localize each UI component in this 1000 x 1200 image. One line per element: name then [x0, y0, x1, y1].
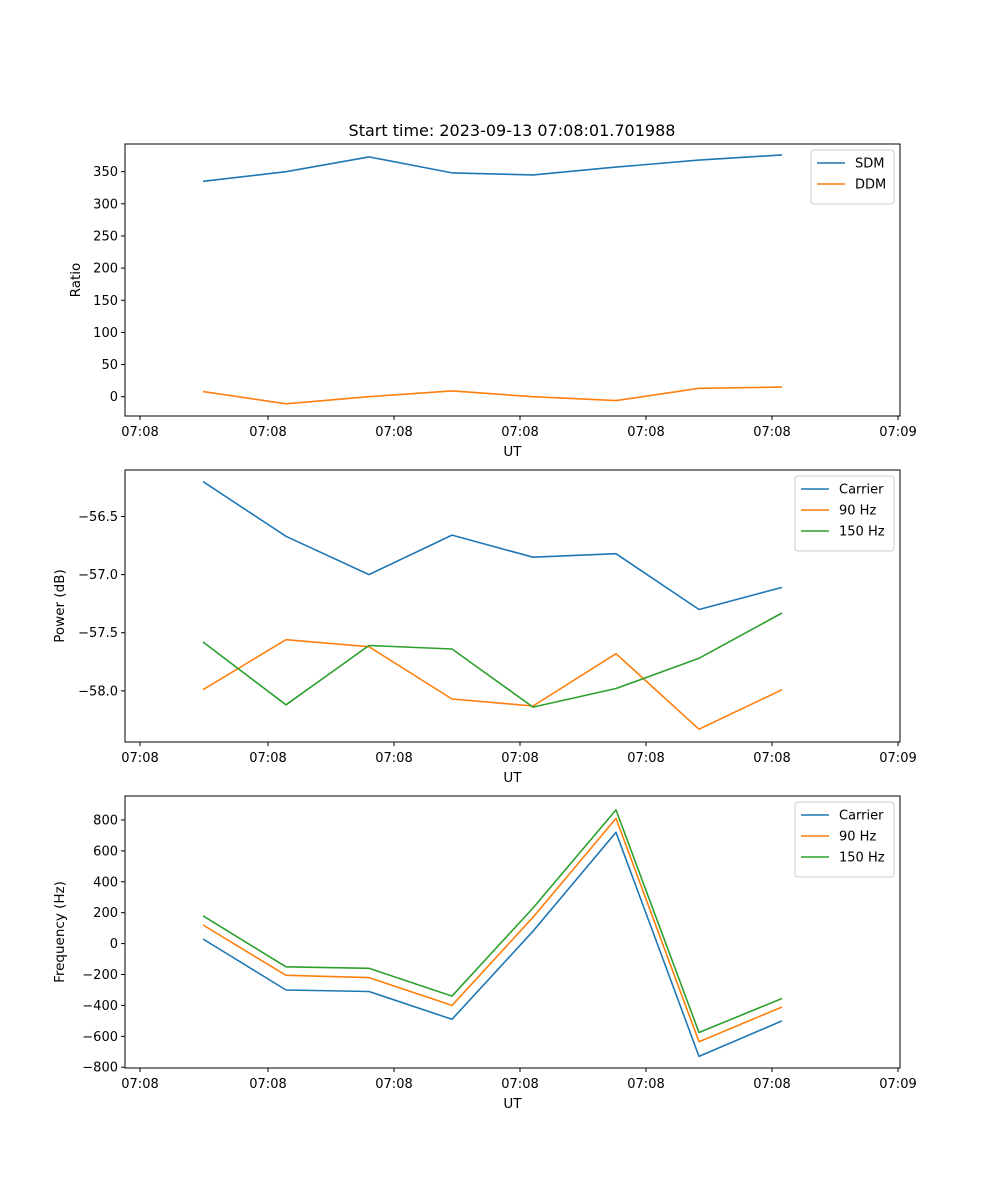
frequency-x-tick-label: 07:08 [121, 1077, 158, 1092]
frequency-panel: 07:08 07:08 07:08 07:08 07:08 07:08 07:09 −800 −… [52, 795, 917, 1112]
power-series-carrier [202, 480, 783, 611]
power-legend-label: 150 Hz [839, 525, 885, 540]
frequency-series-carrier [202, 831, 783, 1058]
ratio-y-tick-label: 150 [93, 294, 118, 309]
ratio-legend: SDM DDM [810, 149, 895, 205]
frequency-y-tick-label: 200 [93, 906, 118, 921]
power-axes-frame [124, 469, 901, 743]
frequency-legend-label: 150 Hz [839, 851, 885, 866]
frequency-y-tick-label: −200 [82, 968, 118, 983]
power-legend-box [794, 475, 895, 552]
ratio-y-tick-label: 200 [93, 262, 118, 277]
power-series-90-hz [202, 638, 783, 731]
ratio-x-tick-label: 07:08 [753, 425, 790, 440]
power-x-tick-label: 07:08 [375, 751, 412, 766]
power-x-tick-label: 07:08 [249, 751, 286, 766]
power-x-tick-label: 07:08 [501, 751, 538, 766]
frequency-x-tick-label: 07:09 [879, 1077, 916, 1092]
power-x-tick-label: 07:08 [753, 751, 790, 766]
frequency-legend: Carrier 90 Hz 150 Hz [794, 801, 895, 878]
ratio-x-axis-label: UT [503, 444, 522, 460]
frequency-y-tick-label: 400 [93, 875, 118, 890]
frequency-x-tick-label: 07:08 [375, 1077, 412, 1092]
ratio-y-tick-label: 300 [93, 197, 118, 212]
frequency-y-axis-label: Frequency (Hz) [52, 881, 68, 983]
power-y-axis-label: Power (dB) [52, 569, 68, 642]
ratio-x-tick-label: 07:08 [627, 425, 664, 440]
power-x-tick-label: 07:09 [879, 751, 916, 766]
frequency-x-tick-label: 07:08 [501, 1077, 538, 1092]
ratio-x-tick-label: 07:08 [501, 425, 538, 440]
frequency-y-tick-label: −400 [82, 999, 118, 1014]
power-y-tick-label: −57.0 [78, 568, 118, 583]
power-y-tick-label: −56.5 [78, 510, 118, 525]
frequency-x-tick-label: 07:08 [753, 1077, 790, 1092]
frequency-y-tick-label: 800 [93, 813, 118, 828]
frequency-x-axis-label: UT [503, 1096, 522, 1112]
power-series-150-hz [202, 612, 783, 708]
power-legend-label: 90 Hz [839, 504, 876, 519]
frequency-axes-frame [124, 795, 901, 1069]
ratio-y-tick-label: 250 [93, 229, 118, 244]
power-panel: 07:08 07:08 07:08 07:08 07:08 07:08 07:09 −58.0… [52, 469, 917, 786]
ratio-panel: 07:08 07:08 07:08 07:08 07:08 07:08 07:09 0 50 10… [68, 143, 917, 460]
ratio-x-tick-label: 07:08 [249, 425, 286, 440]
power-x-tick-label: 07:08 [121, 751, 158, 766]
frequency-y-tick-label: −600 [82, 1030, 118, 1045]
frequency-series-90-hz [202, 817, 783, 1043]
ratio-y-tick-label: 0 [110, 390, 118, 405]
ratio-legend-label: DDM [855, 178, 886, 193]
ratio-y-tick-label: 100 [93, 326, 118, 341]
frequency-y-tick-label: 600 [93, 844, 118, 859]
power-y-tick-label: −57.5 [78, 626, 118, 641]
ratio-series-ddm [202, 386, 783, 405]
figure-title: Start time: 2023-09-13 07:08:01.701988 [349, 121, 676, 140]
frequency-x-tick-label: 07:08 [249, 1077, 286, 1092]
ratio-y-axis-label: Ratio [68, 263, 84, 298]
ratio-x-tick-label: 07:09 [879, 425, 916, 440]
frequency-series-150-hz [202, 809, 783, 1034]
power-y-tick-label: −58.0 [78, 684, 118, 699]
frequency-y-tick-label: −800 [82, 1061, 118, 1076]
ratio-axes-frame [124, 143, 901, 417]
frequency-legend-label: Carrier [839, 809, 884, 824]
frequency-legend-box [794, 801, 895, 878]
ratio-x-tick-label: 07:08 [375, 425, 412, 440]
power-x-axis-label: UT [503, 770, 522, 786]
ratio-series-sdm [202, 154, 783, 183]
ratio-y-tick-label: 350 [93, 165, 118, 180]
ratio-y-tick-label: 50 [101, 358, 118, 373]
power-legend-label: Carrier [839, 483, 884, 498]
frequency-legend-label: 90 Hz [839, 830, 876, 845]
ratio-legend-label: SDM [855, 157, 884, 172]
frequency-x-tick-label: 07:08 [627, 1077, 664, 1092]
frequency-y-tick-label: 0 [110, 937, 118, 952]
power-x-tick-label: 07:08 [627, 751, 664, 766]
ratio-x-tick-label: 07:08 [121, 425, 158, 440]
power-legend: Carrier 90 Hz 150 Hz [794, 475, 895, 552]
